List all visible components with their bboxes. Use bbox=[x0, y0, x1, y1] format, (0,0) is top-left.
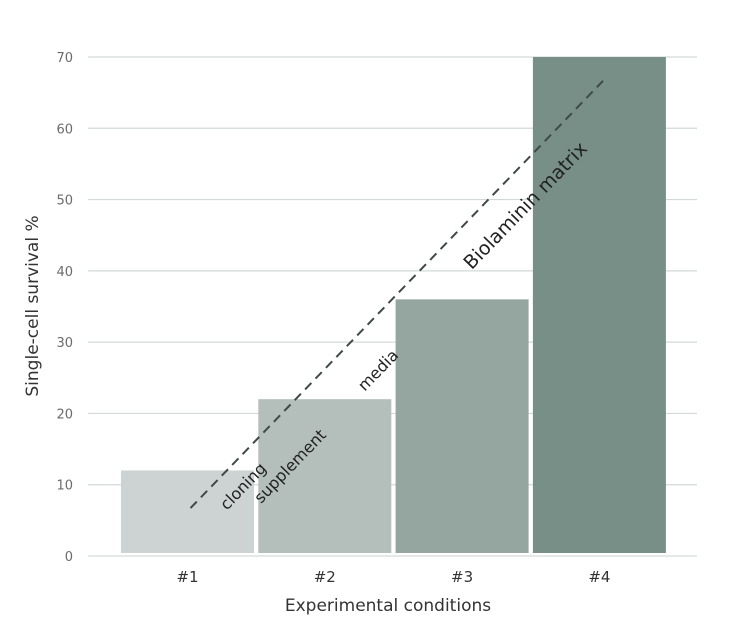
y-axis-ticks: 0 10 20 30 40 50 60 70 bbox=[56, 51, 73, 565]
bar-1 bbox=[121, 470, 254, 553]
y-tick-label: 40 bbox=[56, 265, 73, 280]
y-tick-label: 0 bbox=[65, 550, 73, 565]
y-tick-label: 70 bbox=[56, 51, 73, 66]
x-axis-ticks: #1 #2 #3 #4 bbox=[176, 568, 610, 586]
y-tick-label: 50 bbox=[56, 194, 73, 209]
x-axis-label: Experimental conditions bbox=[285, 596, 491, 616]
bar-4 bbox=[532, 57, 666, 553]
y-axis-label: Single-cell survival % bbox=[23, 215, 43, 396]
x-tick-label: #2 bbox=[314, 568, 336, 586]
x-tick-label: #4 bbox=[588, 568, 610, 586]
bar-2 bbox=[258, 399, 392, 553]
y-tick-label: 60 bbox=[56, 122, 73, 137]
x-tick-label: #3 bbox=[451, 568, 473, 586]
annotation-media: media bbox=[354, 346, 402, 395]
trend-dashed-line bbox=[189, 77, 607, 509]
bars bbox=[121, 57, 666, 553]
y-tick-label: 20 bbox=[56, 407, 73, 422]
y-tick-label: 30 bbox=[56, 336, 73, 351]
x-tick-label: #1 bbox=[176, 568, 198, 586]
y-tick-label: 10 bbox=[56, 479, 73, 494]
bar-3 bbox=[395, 299, 529, 553]
